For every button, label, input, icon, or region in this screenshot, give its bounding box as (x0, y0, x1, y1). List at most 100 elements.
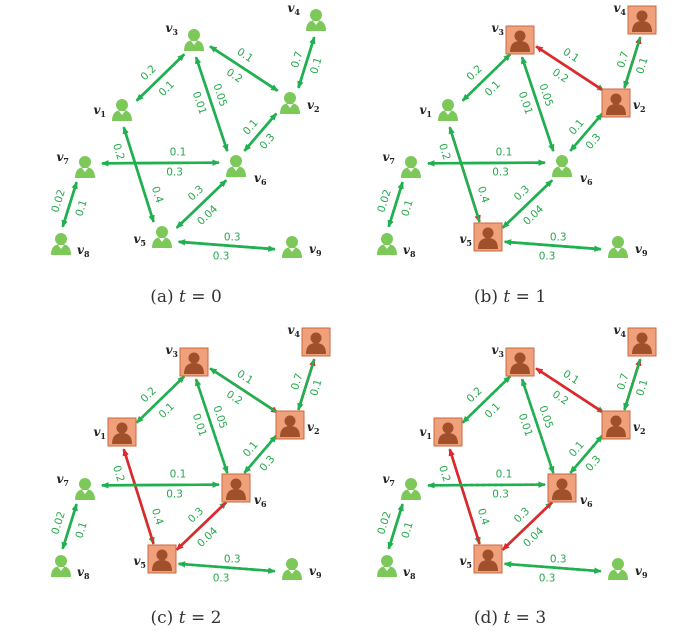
node-v6-label: v6 (580, 171, 593, 187)
node-v8-person-icon: v8 (377, 233, 416, 259)
node-v7-person-icon: v7 (382, 472, 421, 500)
node-v7-label: v7 (56, 472, 69, 488)
node-v7-person-icon: v7 (56, 472, 95, 500)
caption-c-eq: = 2 (190, 608, 222, 628)
edge-v6-v7-arrow (426, 482, 545, 489)
edge-v4-v2-arrow (297, 36, 316, 89)
edge-weight-label: 0.2 (138, 385, 158, 405)
node-v1-person-icon: v1 (93, 99, 132, 121)
edge-weight-label: 0.3 (539, 573, 556, 585)
node-v2-label: v2 (307, 420, 320, 436)
edge-weight-label: 0.3 (512, 505, 532, 525)
edge-v6-v5-arrow (175, 179, 228, 229)
edge-weight-label: 0.2 (464, 385, 484, 405)
node-v1-label: v1 (419, 103, 432, 119)
edge-v6-v5-arrow (501, 501, 554, 551)
edge-v6-v3-arrow (520, 378, 555, 474)
edge-weight-label: 0.3 (186, 505, 206, 525)
node-v7-label: v7 (382, 150, 395, 166)
edge-weight-label: 0.1 (399, 520, 415, 540)
node-v6-person-icon: v6 (226, 155, 267, 187)
node-v3-person-icon: v3 (165, 343, 209, 377)
caption-d-eq: = 3 (515, 608, 547, 628)
caption-a-var: t (179, 287, 186, 307)
edge-weight-label: 0.05 (210, 404, 229, 430)
edge-v3-v1-arrow (461, 375, 512, 424)
node-v1-person-icon: v1 (419, 99, 458, 121)
node-v8-label: v8 (403, 243, 416, 259)
graph-panel: 0.20.10.20.1 0.7 0.10.01 0.050.30.10.20.40.… (49, 323, 331, 585)
node-v3-person-icon: v3 (491, 21, 535, 55)
node-v4-person-icon: v4 (287, 323, 331, 357)
edge-weight-label: 0.1 (561, 46, 582, 65)
edge-weight-label: 0.3 (539, 251, 556, 263)
node-v5-label: v5 (459, 232, 472, 248)
edge-weight-label: 0.1 (399, 198, 415, 218)
edge-v7-v6-arrow (427, 481, 546, 488)
edge-weight-label: 0.3 (213, 251, 230, 263)
edge-weight-label: 0.3 (213, 573, 230, 585)
edge-v2-v3-arrow (209, 367, 279, 414)
caption-a: (a) t = 0 (86, 287, 286, 307)
edge-weight-label: 0.3 (492, 166, 509, 178)
node-v3-label: v3 (491, 343, 504, 359)
edge-v2-v3-arrow (535, 367, 605, 414)
node-v9-label: v9 (309, 564, 322, 580)
edge-v6-v7-arrow (100, 482, 219, 489)
edge-v9-v5-arrow (503, 239, 601, 251)
edge-weight-label: 0.2 (550, 388, 571, 407)
edge-weight-label: 0.1 (170, 468, 187, 480)
node-v2-person-icon: v2 (601, 410, 646, 440)
edge-weight-label: 0.4 (149, 185, 166, 205)
edge-v9-v5-arrow (503, 561, 601, 573)
node-v7-person-icon: v7 (382, 150, 421, 178)
edge-v4-v2-arrow (623, 358, 642, 411)
caption-d-var: t (503, 608, 511, 628)
edge-weight-label: 0.2 (110, 142, 126, 162)
node-v9-person-icon: v9 (608, 236, 648, 258)
edge-v9-v5-arrow (177, 239, 275, 251)
node-v2-label: v2 (307, 98, 320, 114)
edge-v6-v7-arrow (100, 160, 219, 167)
node-v8-label: v8 (403, 565, 416, 581)
caption-a-prefix: (a) (150, 287, 174, 307)
node-v5-label: v5 (459, 554, 472, 570)
node-v8-label: v8 (77, 243, 90, 259)
node-v5-label: v5 (133, 554, 146, 570)
edge-weight-label: 0.4 (149, 507, 166, 527)
edge-v2-v6-arrow (569, 434, 604, 474)
edge-weight-label: 0.7 (615, 372, 631, 392)
edge-weight-label: 0.1 (561, 368, 582, 387)
edge-weight-label: 0.05 (210, 82, 229, 108)
edge-v2-v3-arrow (535, 45, 605, 92)
node-v8-label: v8 (77, 565, 90, 581)
edge-weight-label: 0.01 (190, 412, 209, 438)
edge-v9-v5-arrow (177, 561, 275, 573)
edge-weight-label: 0.2 (464, 63, 484, 83)
edge-v3-v1-arrow (135, 375, 186, 424)
node-v1-label: v1 (93, 103, 106, 119)
edge-v2-v6-arrow (243, 112, 278, 152)
node-v1-person-icon: v1 (419, 417, 463, 447)
edge-weight-label: 0.4 (475, 507, 492, 527)
node-v2-label: v2 (633, 420, 646, 436)
edge-v5-v1-arrow (122, 126, 155, 223)
edge-v8-v7-arrow (387, 503, 404, 550)
edge-weight-label: 0.1 (308, 378, 324, 398)
edge-v6-v3-arrow (194, 56, 229, 152)
edge-weight-label: 0.3 (166, 166, 183, 178)
edge-v5-v1-arrow (448, 448, 481, 545)
edge-weight-label: 0.3 (224, 553, 241, 565)
edge-weight-label: 0.3 (257, 453, 277, 473)
edge-v8-v7-arrow (61, 181, 78, 228)
node-v2-label: v2 (633, 98, 646, 114)
edge-weight-label: 0.1 (483, 401, 503, 421)
graph-panel: 0.20.10.20.1 0.7 0.10.01 0.050.30.10.20.40.… (49, 1, 326, 263)
caption-d-prefix: (d) (473, 608, 499, 628)
caption-d: (d) t = 3 (410, 608, 610, 628)
node-v5-person-icon: v5 (459, 222, 503, 252)
edge-v6-v5-arrow (175, 501, 228, 551)
edge-v6-v3-arrow (520, 56, 555, 152)
edge-weight-label: 0.2 (138, 63, 158, 83)
